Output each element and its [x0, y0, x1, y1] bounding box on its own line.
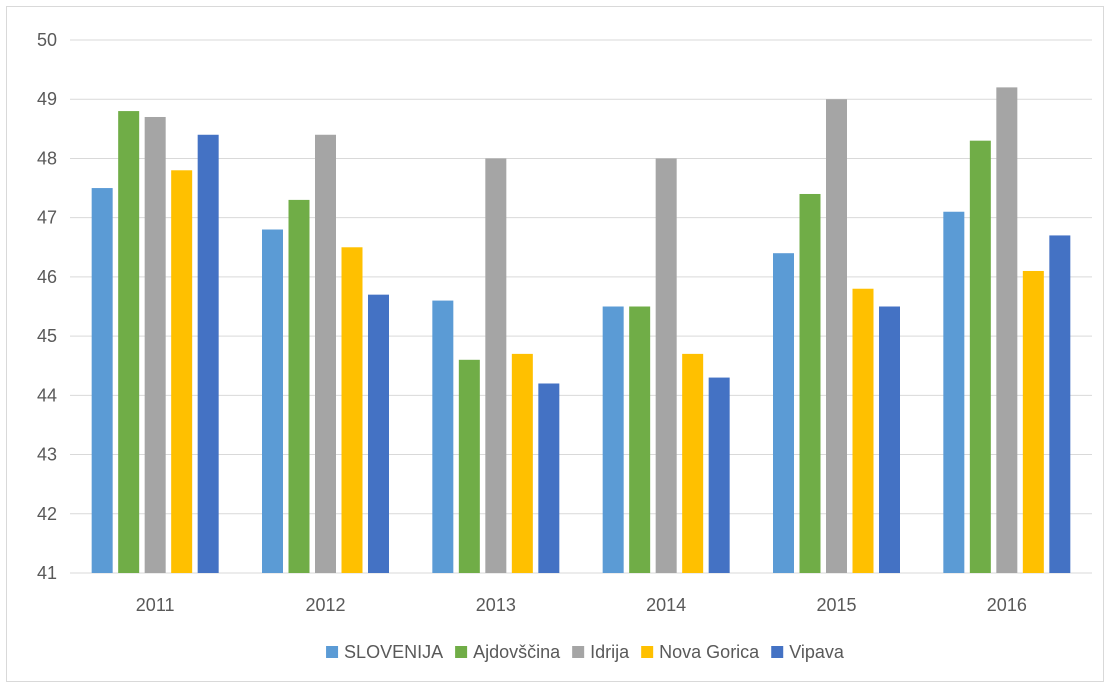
bar-vipava-2014: [708, 377, 730, 573]
legend: SLOVENIJA Ajdovščina Idrija Nova Gorica Vipa…: [326, 642, 845, 662]
legend-swatch: [641, 646, 654, 658]
y-tick-label: 46: [37, 267, 57, 287]
x-axis-ticks: 2011 2012 2013 2014 2015 2016: [136, 595, 1027, 615]
bar-ajdovščina-2012: [288, 199, 310, 573]
bar-slovenija-2016: [943, 211, 965, 574]
bar-slovenija-2014: [602, 306, 624, 573]
y-tick-label: 45: [37, 326, 57, 346]
y-axis-ticks: 41 42 43 44 45 46 47 48 49 50: [37, 30, 57, 583]
gridlines: [70, 39, 1092, 574]
y-tick-label: 49: [37, 89, 57, 109]
legend-item: Idrija: [572, 642, 630, 662]
y-tick-label: 50: [37, 30, 57, 50]
legend-label: SLOVENIJA: [344, 642, 443, 662]
bar-vipava-2015: [879, 306, 900, 573]
bar-idrija-2013: [485, 158, 507, 573]
bar-idrija-2015: [826, 99, 847, 573]
legend-item: Nova Gorica: [641, 642, 760, 662]
bar-idrija-2014: [655, 158, 677, 573]
x-tick-label: 2014: [646, 595, 686, 615]
bar-slovenija-2012: [262, 229, 283, 573]
legend-label: Ajdovščina: [473, 642, 561, 662]
legend-label: Nova Gorica: [659, 642, 760, 662]
x-tick-label: 2012: [305, 595, 345, 615]
x-tick-label: 2011: [136, 595, 175, 615]
bar-nova-gorica-2014: [682, 353, 704, 573]
bar-nova-gorica-2015: [852, 288, 874, 573]
bar-idrija-2012: [315, 134, 336, 573]
y-tick-label: 42: [37, 504, 57, 524]
legend-item: Vipava: [771, 642, 845, 662]
bar-ajdovščina-2011: [118, 111, 140, 573]
bar-nova-gorica-2012: [341, 247, 363, 573]
bar-slovenija-2011: [91, 188, 113, 573]
y-tick-label: 44: [37, 385, 57, 405]
y-tick-label: 47: [37, 208, 57, 228]
bar-vipava-2011: [197, 134, 219, 573]
bar-vipava-2016: [1049, 235, 1071, 573]
bar-nova-gorica-2013: [511, 353, 533, 573]
bar-ajdovščina-2014: [629, 306, 651, 573]
legend-swatch: [771, 646, 784, 658]
bar-slovenija-2015: [773, 253, 794, 573]
bar-idrija-2016: [996, 87, 1018, 573]
x-tick-label: 2015: [816, 595, 856, 615]
legend-swatch: [326, 646, 339, 658]
y-tick-label: 41: [37, 563, 57, 583]
bar-ajdovščina-2013: [458, 359, 480, 573]
x-tick-label: 2016: [987, 595, 1027, 615]
y-tick-label: 43: [37, 445, 57, 465]
bar-vipava-2013: [538, 383, 560, 573]
legend-item: Ajdovščina: [455, 642, 561, 662]
bar-ajdovščina-2015: [799, 193, 821, 574]
bar-ajdovščina-2016: [969, 140, 991, 573]
y-tick-label: 48: [37, 148, 57, 168]
bar-vipava-2012: [368, 294, 389, 573]
x-tick-label: 2013: [476, 595, 516, 615]
legend-label: Idrija: [590, 642, 630, 662]
legend-label: Vipava: [789, 642, 845, 662]
legend-swatch: [455, 646, 468, 658]
bar-slovenija-2013: [432, 300, 454, 573]
legend-swatch: [572, 646, 585, 658]
legend-item: SLOVENIJA: [326, 642, 443, 662]
bar-idrija-2011: [144, 116, 166, 574]
bar-nova-gorica-2011: [171, 170, 193, 574]
bar-nova-gorica-2016: [1022, 270, 1044, 573]
bars: [91, 87, 1071, 574]
